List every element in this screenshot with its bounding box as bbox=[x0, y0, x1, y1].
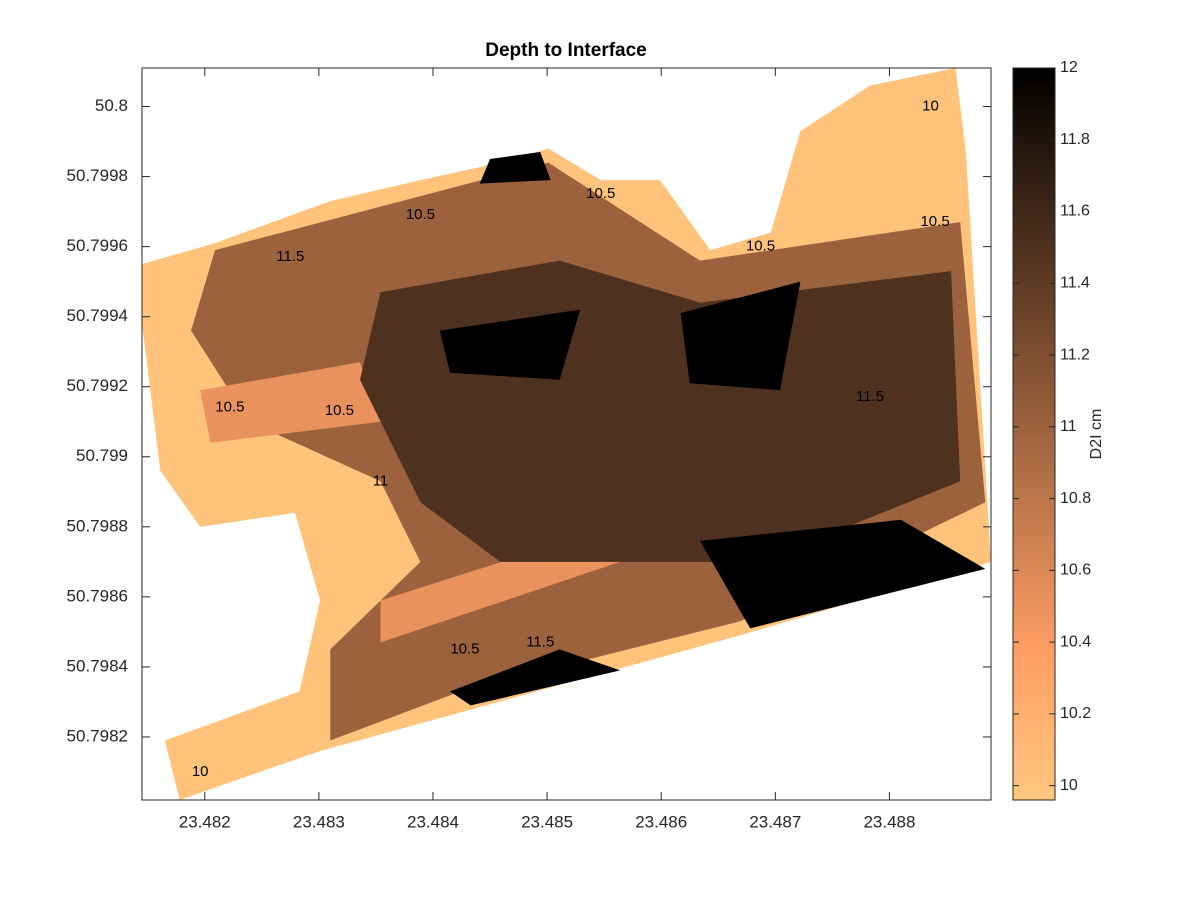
contour-region bbox=[439, 309, 581, 380]
colorbar-tick-label: 11.4 bbox=[1060, 275, 1090, 292]
contour-region bbox=[479, 152, 551, 184]
x-tick-label: 23.484 bbox=[407, 812, 459, 831]
contour-label: 10.5 bbox=[450, 640, 479, 657]
colorbar bbox=[1012, 67, 1056, 801]
contour-label: 11 bbox=[373, 472, 389, 489]
contour-region bbox=[450, 649, 621, 706]
colorbar-tick-label: 10.8 bbox=[1060, 490, 1091, 507]
contour-label: 10.5 bbox=[746, 238, 775, 255]
contour-region bbox=[680, 281, 801, 391]
contour-label: 11.5 bbox=[856, 388, 884, 405]
y-tick-label: 50.8 bbox=[95, 96, 128, 115]
contour-label: 11.5 bbox=[526, 633, 554, 650]
y-tick-label: 50.7992 bbox=[67, 376, 128, 395]
colorbar-tick-label: 11.8 bbox=[1060, 131, 1090, 148]
contour-label: 10.5 bbox=[920, 213, 949, 230]
y-tick-label: 50.7984 bbox=[67, 656, 128, 675]
y-tick-label: 50.7996 bbox=[67, 236, 128, 255]
contour-label: 10.5 bbox=[406, 206, 435, 223]
contour-field: 10 10.5 11.5 10.5 10.5 10.5 10.5 10.5 10.5 11.5 11… bbox=[142, 68, 991, 800]
x-tick-label: 23.486 bbox=[635, 812, 687, 831]
contour-label: 10.5 bbox=[586, 185, 615, 202]
x-tick-label: 23.483 bbox=[293, 812, 345, 831]
x-tick-label: 23.482 bbox=[179, 812, 231, 831]
colorbar-tick-label: 10 bbox=[1060, 777, 1078, 794]
y-tick-label: 50.799 bbox=[76, 446, 128, 465]
y-tick-label: 50.7994 bbox=[67, 306, 128, 325]
colorbar-tick-label: 10.4 bbox=[1060, 633, 1091, 650]
colorbar-tick-label: 10.6 bbox=[1060, 562, 1091, 579]
colorbar-tick-label: 12 bbox=[1060, 59, 1078, 76]
contour-region bbox=[700, 519, 986, 629]
colorbar-tick-label: 11.6 bbox=[1060, 203, 1090, 220]
chart-title: Depth to Interface bbox=[485, 40, 647, 61]
y-tick-label: 50.7986 bbox=[67, 586, 128, 605]
colorbar-label: D2I cm bbox=[1088, 409, 1105, 460]
colorbar-tick-label: 10.2 bbox=[1060, 705, 1091, 722]
contour-label: 10.5 bbox=[215, 399, 244, 416]
x-tick-label: 23.485 bbox=[521, 812, 573, 831]
plot-frame bbox=[141, 67, 992, 801]
x-tick-label: 23.488 bbox=[863, 812, 915, 831]
contour-label: 11.5 bbox=[726, 539, 754, 556]
contour-region bbox=[359, 260, 961, 562]
colorbar-tick-label: 11 bbox=[1060, 418, 1077, 435]
y-tick-label: 50.7998 bbox=[67, 166, 128, 185]
contour-label: 10 bbox=[922, 97, 939, 114]
contour-label: 10 bbox=[192, 763, 209, 780]
x-tick-label: 23.487 bbox=[749, 812, 801, 831]
contour-label: 11.5 bbox=[276, 248, 304, 265]
y-tick-label: 50.7988 bbox=[67, 516, 128, 535]
contour-label: 10.5 bbox=[325, 402, 354, 419]
contour-region bbox=[200, 362, 381, 443]
y-tick-label: 50.7982 bbox=[67, 726, 128, 745]
colorbar-tick-label: 11.2 bbox=[1060, 346, 1090, 363]
